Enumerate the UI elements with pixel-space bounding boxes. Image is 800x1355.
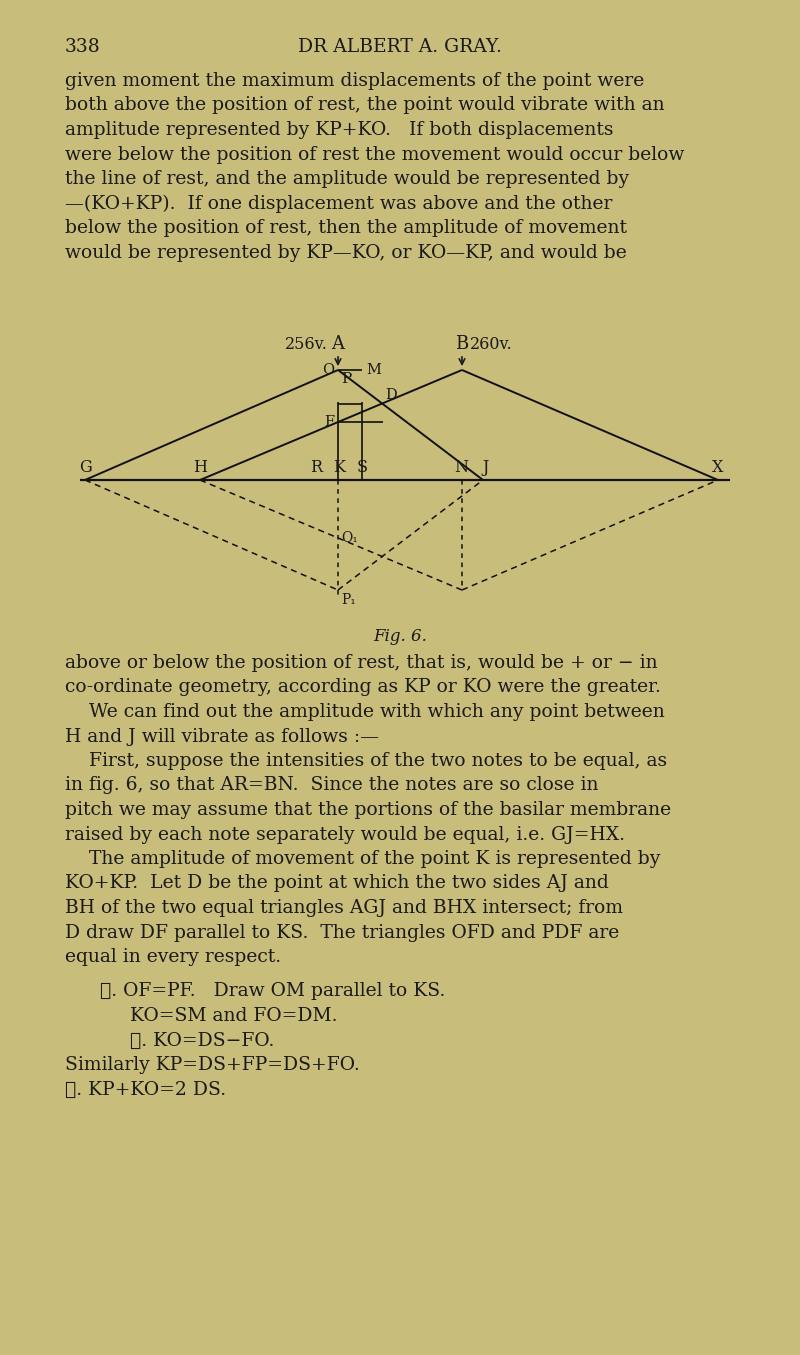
Text: F: F [324,415,334,430]
Text: A: A [331,335,345,354]
Text: N: N [454,459,468,476]
Text: DR ALBERT A. GRAY.: DR ALBERT A. GRAY. [298,38,502,56]
Text: S: S [357,459,367,476]
Text: D draw DF parallel to KS.  The triangles OFD and PDF are: D draw DF parallel to KS. The triangles … [65,924,619,942]
Text: K: K [333,459,345,476]
Text: O: O [322,363,334,377]
Text: ∴. KO=DS−FO.: ∴. KO=DS−FO. [130,1031,274,1050]
Text: above or below the position of rest, that is, would be + or − in: above or below the position of rest, tha… [65,654,658,672]
Text: would be represented by KP—KO, or KO—KP, and would be: would be represented by KP—KO, or KO—KP,… [65,244,626,262]
Text: Similarly KP=DS+FP=DS+FO.: Similarly KP=DS+FP=DS+FO. [65,1056,360,1075]
Text: pitch we may assume that the portions of the basilar membrane: pitch we may assume that the portions of… [65,801,671,818]
Text: given moment the maximum displacements of the point were: given moment the maximum displacements o… [65,72,644,89]
Text: equal in every respect.: equal in every respect. [65,948,281,966]
Text: both above the position of rest, the point would vibrate with an: both above the position of rest, the poi… [65,96,665,115]
Text: 260v.: 260v. [470,336,513,354]
Text: We can find out the amplitude with which any point between: We can find out the amplitude with which… [65,703,665,721]
Text: KO=SM and FO=DM.: KO=SM and FO=DM. [130,1007,338,1024]
Text: O₁: O₁ [341,531,358,545]
Text: G: G [78,459,91,476]
Text: the line of rest, and the amplitude would be represented by: the line of rest, and the amplitude woul… [65,169,629,188]
Text: First, suppose the intensities of the two notes to be equal, as: First, suppose the intensities of the tw… [65,752,667,770]
Text: 256v.: 256v. [285,336,328,354]
Text: —(KO+KP).  If one displacement was above and the other: —(KO+KP). If one displacement was above … [65,195,612,213]
Text: P₁: P₁ [341,593,356,607]
Text: R: R [310,459,322,476]
Text: in fig. 6, so that AR=BN.  Since the notes are so close in: in fig. 6, so that AR=BN. Since the note… [65,776,598,794]
Text: KO+KP.  Let D be the point at which the two sides AJ and: KO+KP. Let D be the point at which the t… [65,874,609,893]
Text: 338: 338 [65,38,101,56]
Text: ∴. KP+KO=2 DS.: ∴. KP+KO=2 DS. [65,1080,226,1099]
Text: BH of the two equal triangles AGJ and BHX intersect; from: BH of the two equal triangles AGJ and BH… [65,898,623,917]
Text: co-ordinate geometry, according as KP or KO were the greater.: co-ordinate geometry, according as KP or… [65,679,661,696]
Text: were below the position of rest the movement would occur below: were below the position of rest the move… [65,145,684,164]
Text: The amplitude of movement of the point K is represented by: The amplitude of movement of the point K… [65,850,660,869]
Text: H: H [193,459,207,476]
Text: B: B [455,335,469,354]
Text: amplitude represented by KP+KO.   If both displacements: amplitude represented by KP+KO. If both … [65,121,614,140]
Text: Fig. 6.: Fig. 6. [373,627,427,645]
Text: D: D [385,388,397,401]
Text: ∴. OF=PF.   Draw OM parallel to KS.: ∴. OF=PF. Draw OM parallel to KS. [100,982,446,1000]
Text: P: P [341,373,351,386]
Text: J: J [483,459,489,476]
Text: M: M [366,363,381,377]
Text: X: X [712,459,724,476]
Text: H and J will vibrate as follows :—: H and J will vibrate as follows :— [65,728,379,745]
Text: raised by each note separately would be equal, i.e. GJ=HX.: raised by each note separately would be … [65,825,625,844]
Text: below the position of rest, then the amplitude of movement: below the position of rest, then the amp… [65,220,627,237]
